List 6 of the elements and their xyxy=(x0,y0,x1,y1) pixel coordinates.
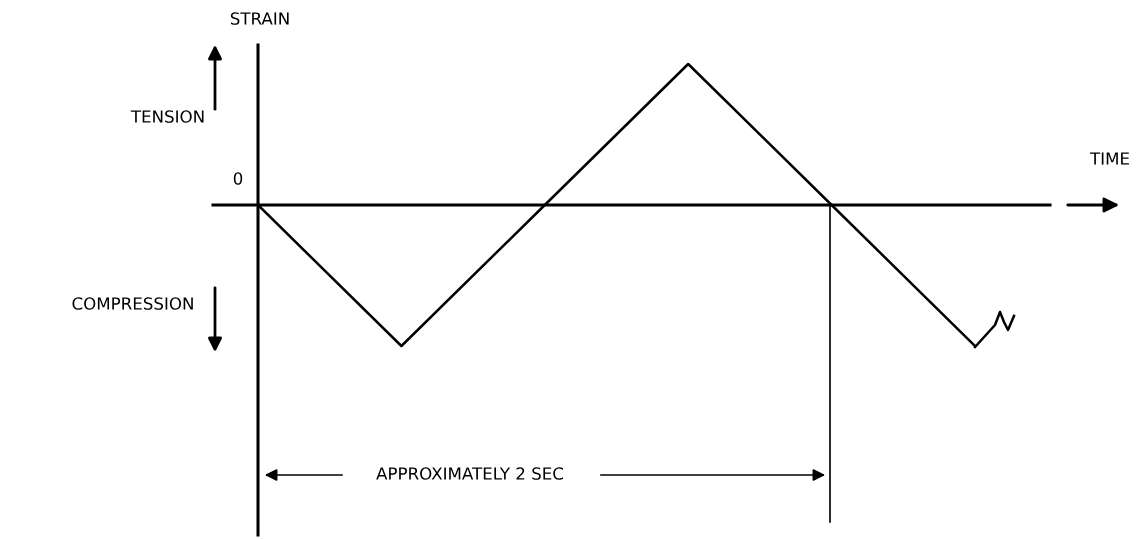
x-axis-title: TIME xyxy=(1089,152,1129,165)
y-axis-title: STRAIN xyxy=(230,12,289,25)
text: APPROXIMATELY 2 SEC xyxy=(376,467,564,480)
text: TENSION xyxy=(130,110,204,123)
text: COMPRESSION xyxy=(72,297,193,310)
annotation: 0 xyxy=(233,172,243,185)
